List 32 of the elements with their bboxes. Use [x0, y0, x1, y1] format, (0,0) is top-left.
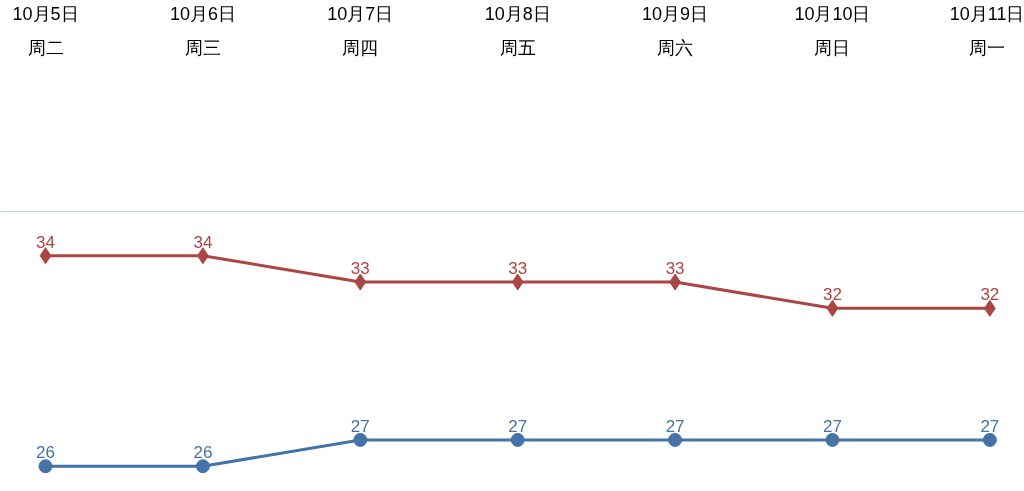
- point: [353, 432, 368, 447]
- data-label: 33: [665, 259, 685, 279]
- data-label: 33: [350, 259, 370, 279]
- data-label: 27: [350, 416, 370, 436]
- x-tick-label: 10月8日周五: [484, 3, 551, 58]
- data-label: 27: [665, 416, 685, 436]
- data-label: 34: [193, 232, 213, 252]
- data-label: 32: [980, 285, 1000, 305]
- data-label: 33: [508, 259, 528, 279]
- x-tick-label: 10月11日周一: [949, 3, 1024, 58]
- data-label: 26: [193, 443, 213, 463]
- data-label: 27: [823, 416, 842, 436]
- x-tick-label: 10月7日周四: [327, 3, 394, 58]
- x-tick-label: 10月9日周六: [642, 3, 709, 58]
- data-label: 34: [36, 232, 55, 252]
- point: [354, 273, 367, 291]
- data-label: 26: [36, 443, 55, 463]
- point: [510, 432, 525, 447]
- point: [826, 299, 839, 317]
- x-tick-label: 10月6日周三: [169, 3, 236, 58]
- point: [38, 459, 53, 474]
- data-label: 32: [823, 285, 842, 305]
- x-tick-label: 10月10日周日: [794, 3, 871, 58]
- point: [195, 459, 210, 474]
- point: [39, 247, 52, 265]
- data-label: 27: [508, 416, 528, 436]
- point: [668, 432, 683, 447]
- point: [511, 273, 524, 291]
- point: [825, 432, 840, 447]
- x-tick-label: 10月5日周二: [12, 3, 79, 58]
- point: [982, 432, 997, 447]
- data-label: 27: [980, 416, 1000, 436]
